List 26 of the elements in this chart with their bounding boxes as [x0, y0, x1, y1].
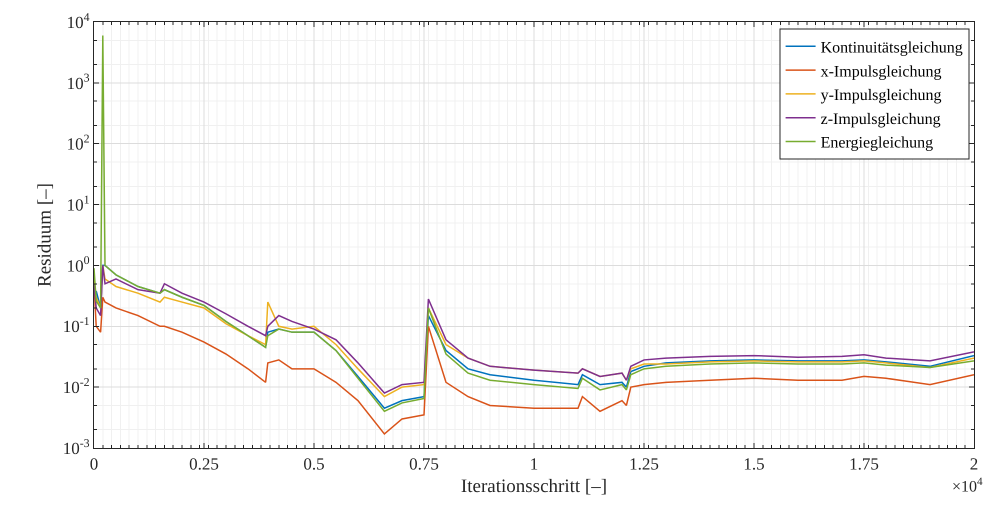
y-tick-label: 10$^{-3}$: [62, 436, 90, 458]
x-tick-label: 1.75: [849, 454, 879, 474]
y-tick-label: 10$^{2}$: [66, 132, 90, 154]
y-axis-title: Residuum [–]: [34, 183, 56, 287]
text: ×10$^{4}$: [952, 476, 984, 496]
y-tick-label: 10$^{-2}$: [62, 374, 90, 398]
x-axis-title: Iterationsschritt [–]: [460, 476, 608, 498]
y-tick-label: 10$^{-1}$: [62, 314, 90, 336]
legend-label: z-Impulsgleichung: [820, 110, 941, 128]
x-tick-label: 1.25: [629, 454, 659, 474]
legend-label: Kontinuitätsgleichung: [820, 40, 963, 57]
x-tick-label: 2: [970, 454, 978, 474]
y-tick-label: 10$^{3}$: [66, 70, 90, 93]
legend-label: Energiegleichung: [820, 134, 934, 152]
x-tick-label: 0.5: [303, 454, 325, 474]
legend-label: y-Impulsgleichung: [820, 87, 942, 104]
y-tick-label: 10$^{0}$: [66, 253, 90, 276]
x-tick-label: 1.5: [743, 454, 765, 474]
line-series: [94, 34, 974, 412]
legend-label: x-Impulsgleichung: [820, 63, 942, 80]
x-tick-label: 0: [90, 454, 98, 474]
y-tick-label: 10$^{1}$: [66, 192, 90, 215]
x-tick-label: 0.75: [409, 454, 439, 474]
x-tick-label: 0.25: [189, 454, 219, 474]
x-tick-label: 1: [530, 454, 538, 474]
y-tick-label: 10$^{4}$: [66, 10, 90, 32]
